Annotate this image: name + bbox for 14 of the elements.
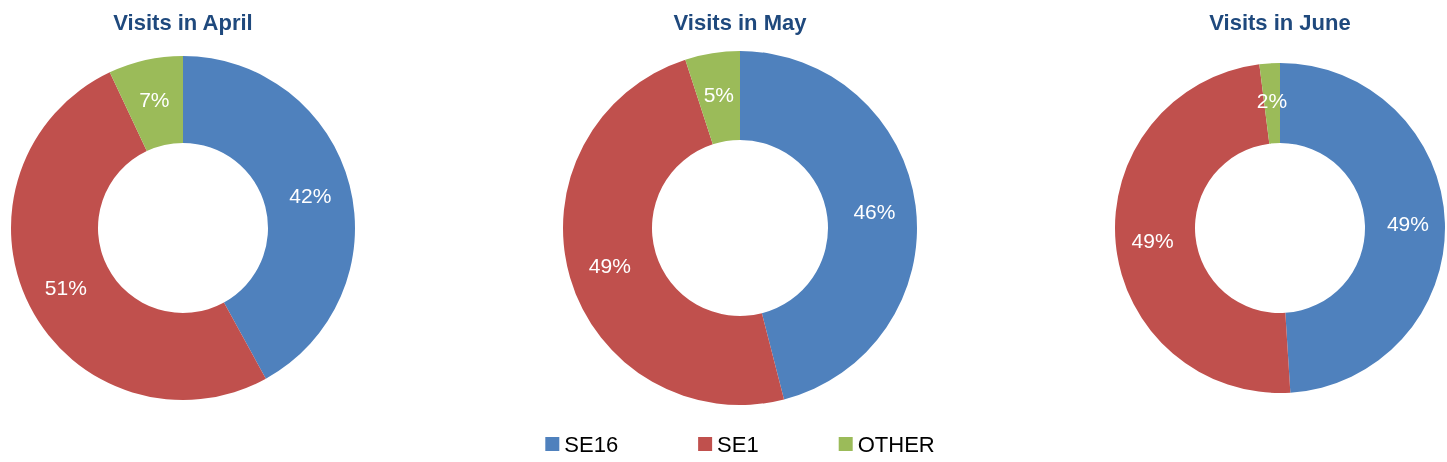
data-label: 49% <box>1386 212 1429 236</box>
data-label: 51% <box>44 276 87 300</box>
legend-label: OTHER <box>857 431 935 457</box>
chart-title: Visits in June <box>1209 9 1351 35</box>
data-label: 49% <box>588 254 631 278</box>
data-label: 42% <box>289 183 332 207</box>
data-label: 49% <box>1131 228 1174 252</box>
data-label: 46% <box>853 199 896 223</box>
data-label: 7% <box>139 88 170 112</box>
legend-label: SE1 <box>717 431 759 457</box>
legend-label: SE16 <box>564 431 619 457</box>
chart-title: Visits in April <box>113 9 253 35</box>
data-label: 5% <box>703 82 734 106</box>
chart-title: Visits in May <box>673 9 808 35</box>
